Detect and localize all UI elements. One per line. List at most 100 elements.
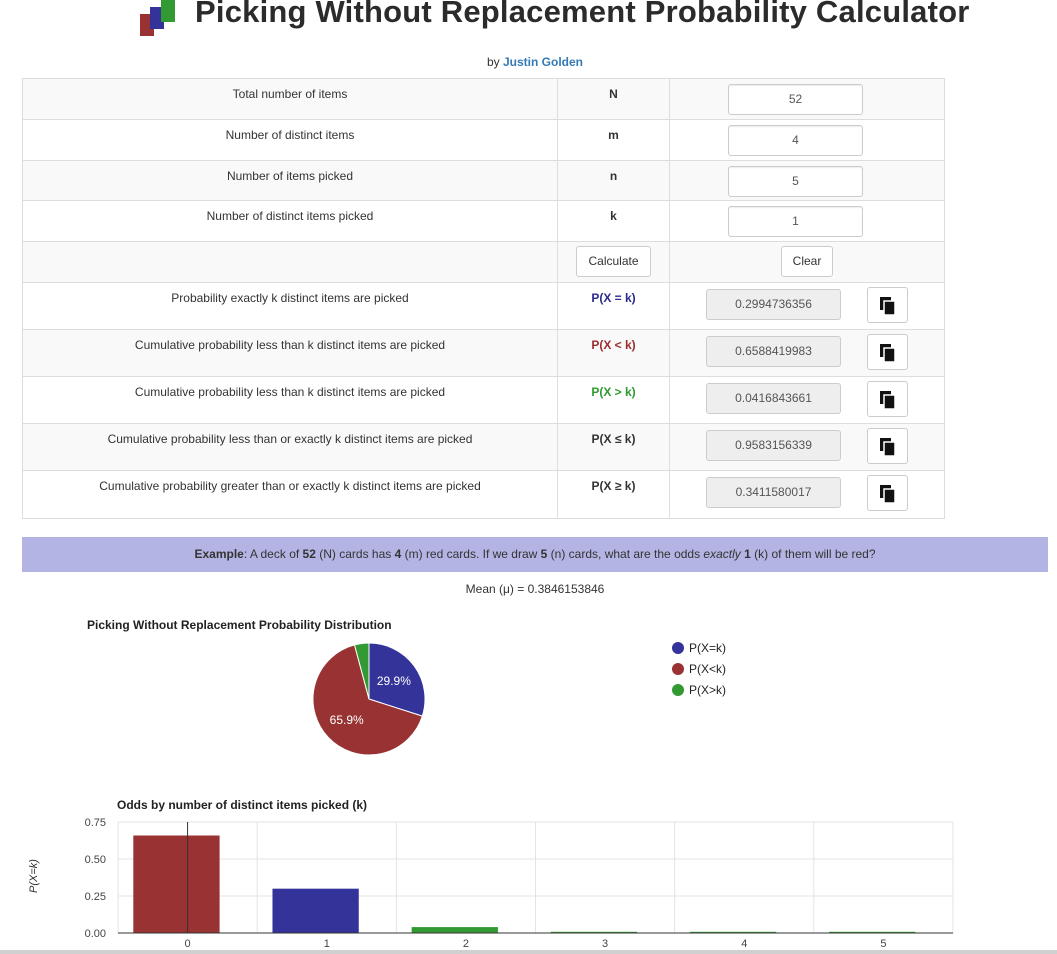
button-row: Calculate Clear <box>22 241 945 283</box>
pie-slice <box>368 642 426 717</box>
byline: by Justin Golden <box>0 55 1057 69</box>
copy-icon <box>880 391 896 410</box>
x-tick-label: 0 <box>185 938 191 950</box>
output-row: Cumulative probability greater than or e… <box>22 470 945 519</box>
copy-button[interactable] <box>867 475 908 511</box>
input-row-m: Number of distinct items m 4 <box>22 119 945 161</box>
page-title: Picking Without Replacement Probability … <box>195 0 970 29</box>
input-symbol: k <box>610 209 617 223</box>
y-tick-label: 0.50 <box>85 854 106 866</box>
output-row: Probability exactly k distinct items are… <box>22 282 945 330</box>
copy-icon <box>880 344 896 363</box>
legend-label: P(X=k) <box>689 641 727 655</box>
copy-button[interactable] <box>867 381 908 417</box>
example-lead: Example <box>194 547 244 561</box>
calculator-table: Total number of items N 52 Number of dis… <box>22 78 945 519</box>
output-row: Cumulative probability less than k disti… <box>22 376 945 424</box>
output-symbol: P(X > k) <box>591 385 636 399</box>
bar-chart: 0.00 0.25 0.50 0.75 0 1 2 3 4 5 <box>85 817 954 950</box>
page-header: Picking Without Replacement Probability … <box>0 0 1057 40</box>
pie-slice <box>312 644 423 756</box>
copy-button[interactable] <box>867 287 908 323</box>
pie-chart: 29.9% 65.9% <box>312 642 426 756</box>
input-symbol: n <box>609 169 618 183</box>
input-label: Number of distinct items picked <box>206 209 374 223</box>
pie-slice <box>353 642 370 700</box>
example-k: 1 <box>744 547 751 561</box>
example-text: : A deck of <box>243 547 303 561</box>
app-logo-icon <box>140 0 175 36</box>
bar <box>689 931 777 933</box>
output-symbol: P(X < k) <box>591 338 636 352</box>
output-label: Cumulative probability less than k disti… <box>134 385 446 399</box>
example-n: 5 <box>540 547 548 561</box>
output-symbol: P(X ≤ k) <box>591 432 636 446</box>
legend-item[interactable]: P(X>k) <box>672 683 726 704</box>
total-items-input[interactable]: 52 <box>728 84 863 115</box>
input-label: Total number of items <box>232 87 348 101</box>
items-picked-input[interactable]: 5 <box>728 166 863 197</box>
legend-swatch <box>672 663 684 675</box>
legend-swatch <box>672 642 684 654</box>
example-text: (k) of them will be red? <box>750 547 876 561</box>
output-symbol: P(X = k) <box>591 291 636 305</box>
distinct-picked-input[interactable]: 1 <box>728 206 863 237</box>
mean-value: Mean (μ) = 0.3846153846 <box>465 582 605 596</box>
example-text: (m) red cards. If we draw <box>401 547 541 561</box>
y-tick-label: 0.00 <box>85 928 106 940</box>
y-tick-label: 0.75 <box>85 817 106 829</box>
bar <box>550 931 638 933</box>
input-row-n: Number of items picked n 5 <box>22 160 945 201</box>
copy-icon <box>880 297 896 316</box>
calculate-button[interactable]: Calculate <box>576 246 651 277</box>
x-tick-label: 2 <box>463 938 469 950</box>
output-value: 0.3411580017 <box>706 477 841 508</box>
distinct-items-input[interactable]: 4 <box>728 125 863 156</box>
copy-icon <box>880 438 896 457</box>
example-banner: Example: A deck of 52 (N) cards has 4 (m… <box>22 537 1048 572</box>
copy-icon <box>880 485 896 504</box>
pie-slice-label: 65.9% <box>330 713 364 727</box>
x-tick-label: 4 <box>741 938 747 950</box>
legend-item[interactable]: P(X=k) <box>672 641 726 662</box>
legend-label: P(X>k) <box>689 683 727 697</box>
pie-chart-title: Picking Without Replacement Probability … <box>87 618 392 632</box>
output-value: 0.0416843661 <box>706 383 841 414</box>
output-value: 0.2994736356 <box>706 289 841 320</box>
output-value: 0.9583156339 <box>706 430 841 461</box>
input-label: Number of items picked <box>226 169 354 183</box>
legend-label: P(X<k) <box>689 662 727 676</box>
legend-swatch <box>672 684 684 696</box>
example-N: 52 <box>302 547 316 561</box>
input-label: Number of distinct items <box>225 128 355 142</box>
input-row-N: Total number of items N 52 <box>22 78 945 120</box>
bar-y-axis-title: P(X=k) <box>28 859 40 893</box>
output-label: Probability exactly k distinct items are… <box>171 291 409 305</box>
example-text: (N) cards has <box>315 547 395 561</box>
output-symbol: P(X ≥ k) <box>591 479 636 493</box>
copy-button[interactable] <box>867 428 908 464</box>
output-label: Cumulative probability less than or exac… <box>107 432 473 446</box>
y-tick-label: 0.25 <box>85 891 106 903</box>
example-exactly: exactly <box>703 547 741 561</box>
x-tick-label: 3 <box>602 938 608 950</box>
byline-prefix: by <box>486 55 500 69</box>
bar <box>272 888 359 933</box>
pie-legend: P(X=k) P(X<k) P(X>k) <box>672 641 726 704</box>
clear-button[interactable]: Clear <box>780 246 834 277</box>
input-symbol: N <box>609 87 618 101</box>
output-row: Cumulative probability less than k disti… <box>22 329 945 377</box>
output-row: Cumulative probability less than or exac… <box>22 423 945 471</box>
bar <box>829 931 916 933</box>
author-link[interactable]: Justin Golden <box>503 55 584 69</box>
x-tick-label: 1 <box>324 938 330 950</box>
example-text: (n) cards, what are the odds <box>547 547 704 561</box>
input-symbol: m <box>608 128 619 142</box>
output-label: Cumulative probability less than k disti… <box>134 338 446 352</box>
pie-slice-label: 29.9% <box>377 674 411 688</box>
legend-item[interactable]: P(X<k) <box>672 662 726 683</box>
copy-button[interactable] <box>867 334 908 370</box>
output-value: 0.6588419983 <box>706 336 841 367</box>
bar <box>411 927 498 933</box>
x-tick-label: 5 <box>880 938 886 950</box>
